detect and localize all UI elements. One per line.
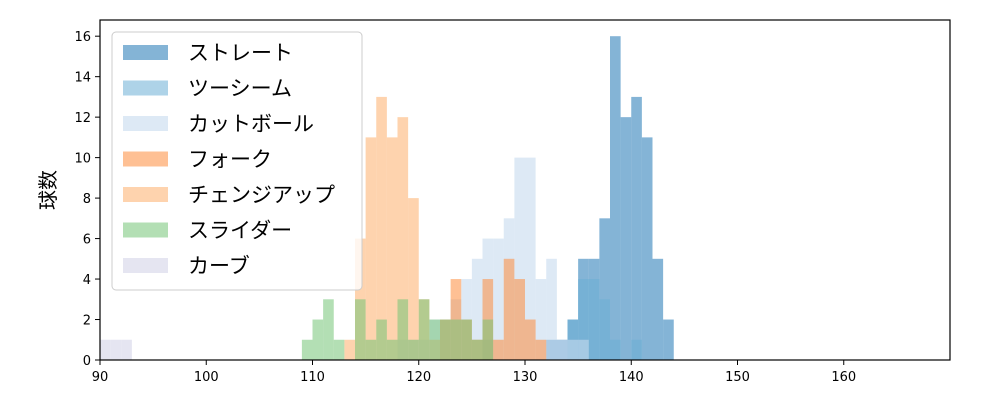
x-tick-label: 150	[725, 370, 750, 385]
histogram-bar	[546, 258, 557, 360]
histogram-bar	[461, 319, 472, 360]
histogram-bar	[556, 339, 568, 360]
x-tick-label: 100	[194, 370, 219, 385]
histogram-bar	[599, 299, 610, 360]
histogram-bar	[610, 36, 621, 360]
y-tick-label: 0	[83, 354, 91, 369]
histogram-bar	[493, 238, 504, 360]
histogram-bars	[100, 36, 674, 361]
histogram-bar	[355, 299, 366, 360]
histogram-bar	[525, 319, 536, 360]
histogram-bar	[471, 258, 483, 360]
histogram-bar	[397, 299, 409, 360]
histogram-bar	[514, 157, 525, 360]
histogram-bar	[652, 258, 664, 360]
legend-swatch	[123, 222, 168, 238]
histogram-bar	[376, 319, 387, 360]
histogram-bar	[578, 279, 589, 360]
histogram-bar	[450, 319, 462, 360]
y-tick-label: 6	[83, 233, 91, 248]
histogram-bar	[493, 339, 504, 360]
y-tick-label: 8	[83, 192, 91, 207]
histogram-bar	[631, 339, 642, 360]
y-tick-label: 14	[74, 71, 91, 86]
legend-swatch	[123, 80, 168, 96]
y-axis-label: 球数	[36, 170, 60, 210]
x-axis: 90 100 110 120 130 140 150 160	[92, 360, 856, 385]
histogram-bar	[408, 198, 419, 360]
histogram-bar	[599, 218, 610, 360]
histogram-bar	[514, 279, 525, 360]
histogram-bar	[535, 279, 547, 360]
legend-label: ストレート	[188, 41, 293, 65]
y-tick-label: 4	[83, 273, 91, 288]
histogram-bar	[408, 339, 419, 360]
histogram-bar	[386, 137, 398, 360]
histogram-bar	[397, 117, 409, 361]
x-tick-label: 130	[513, 370, 538, 385]
histogram-bar	[641, 137, 653, 360]
x-tick-label: 140	[619, 370, 644, 385]
histogram-bar	[301, 339, 313, 360]
x-tick-label: 110	[300, 370, 325, 385]
histogram-bar	[578, 339, 589, 360]
histogram-bar	[418, 299, 430, 360]
legend-label: カーブ	[188, 254, 250, 278]
histogram-bar	[386, 339, 398, 360]
y-tick-label: 16	[74, 30, 91, 45]
histogram-bar	[429, 319, 440, 360]
legend-swatch	[123, 187, 168, 202]
legend-swatch	[123, 45, 168, 60]
histogram-bar	[323, 299, 334, 360]
histogram-bar	[365, 137, 377, 360]
x-tick-label: 160	[831, 370, 856, 385]
histogram-bar	[471, 339, 483, 360]
legend-swatch	[123, 151, 168, 167]
legend-box	[111, 31, 363, 291]
x-tick-label: 90	[92, 370, 109, 385]
histogram-bar	[503, 258, 515, 360]
histogram-bar	[610, 339, 621, 360]
x-tick-label: 120	[406, 370, 431, 385]
y-axis: 0 2 4 6 8 10 12 14 16	[74, 30, 100, 369]
legend-swatch	[123, 116, 168, 131]
histogram-bar	[440, 319, 451, 360]
histogram-bar	[312, 319, 324, 360]
legend-label: スライダー	[188, 219, 292, 243]
legend-label: フォーク	[188, 148, 272, 172]
histogram-bar	[567, 339, 579, 360]
histogram-bar	[100, 339, 111, 360]
histogram-bar	[631, 96, 642, 361]
histogram-bar	[535, 339, 547, 360]
histogram-bar	[620, 117, 632, 361]
y-tick-label: 10	[74, 152, 91, 167]
legend-label: カットボール	[188, 112, 314, 136]
y-tick-label: 12	[74, 111, 91, 126]
histogram-bar	[482, 319, 494, 360]
y-tick-label: 2	[83, 314, 91, 329]
histogram-bar	[110, 339, 122, 360]
histogram-bar	[376, 96, 387, 361]
legend-swatch	[123, 258, 168, 273]
histogram-bar	[121, 339, 132, 360]
histogram-bar	[365, 339, 377, 360]
legend-label: ツーシーム	[188, 77, 292, 101]
histogram-bar	[525, 157, 536, 360]
legend-label: チェンジアップ	[188, 183, 335, 207]
histogram-bar	[588, 279, 600, 360]
histogram-bar	[344, 339, 355, 360]
histogram-bar	[663, 319, 674, 360]
histogram-bar	[333, 339, 345, 360]
